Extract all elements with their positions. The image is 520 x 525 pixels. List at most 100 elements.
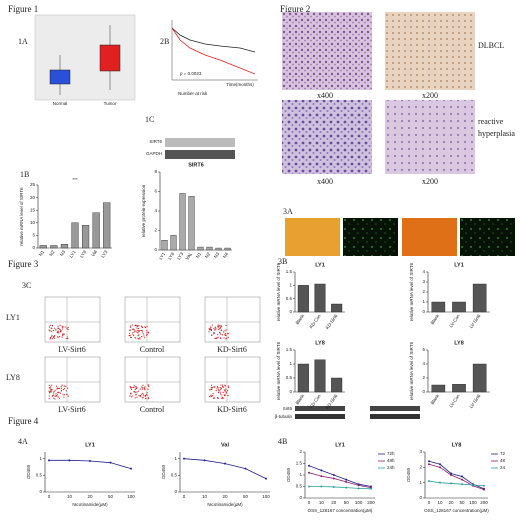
y-tick-label: 4 <box>422 269 425 274</box>
marker <box>483 484 485 487</box>
chart-title: LY1 <box>85 442 95 448</box>
event <box>53 391 55 393</box>
x-axis-label: OSS_128167 concentration(μM) <box>424 508 489 513</box>
micrograph <box>385 12 475 90</box>
y-tick-label: 1 <box>39 456 42 461</box>
event <box>130 326 132 328</box>
y-tick-label: 1.5 <box>296 461 303 466</box>
event <box>141 331 143 333</box>
blot <box>295 414 345 419</box>
event <box>51 338 54 340</box>
event <box>217 397 219 399</box>
event <box>225 391 227 393</box>
event <box>138 395 140 397</box>
marker <box>439 481 441 484</box>
event <box>211 324 213 326</box>
flow-plot <box>204 296 261 343</box>
event <box>223 389 225 391</box>
marker <box>450 482 452 485</box>
event <box>147 398 150 400</box>
legend-label: 72h <box>387 451 395 456</box>
event <box>210 388 212 391</box>
x-axis-label: Nicotinamide(μM) <box>72 502 108 507</box>
event <box>56 395 58 397</box>
event <box>219 391 221 393</box>
event <box>221 397 224 399</box>
event <box>53 335 56 337</box>
bar <box>331 303 343 313</box>
y-tick-label: 1 <box>422 299 425 304</box>
y-tick-label: 3 <box>422 279 425 284</box>
event <box>134 337 136 339</box>
x-tick-label: 20 <box>222 494 228 499</box>
y-tick-label: 2 <box>154 228 157 233</box>
event <box>225 338 227 340</box>
box <box>99 44 121 72</box>
panel-label: 1B <box>20 170 29 179</box>
event <box>215 338 217 340</box>
event <box>134 391 137 393</box>
line <box>428 463 485 490</box>
magnification: x400 <box>317 91 333 100</box>
event <box>222 391 224 394</box>
marker <box>483 488 485 491</box>
event <box>217 324 219 326</box>
line <box>308 465 372 487</box>
y-tick-label: 1.5 <box>286 269 293 274</box>
condition-label: LV-Sirt6 <box>58 345 85 354</box>
y-axis-label: relative mRNA level of SIRT6 <box>276 341 281 400</box>
event <box>223 394 226 396</box>
micrograph <box>282 12 372 90</box>
event <box>53 327 55 329</box>
event <box>54 395 56 398</box>
event <box>217 336 219 338</box>
event <box>55 393 57 395</box>
micrograph <box>282 100 372 174</box>
event <box>225 334 227 337</box>
event <box>208 389 211 391</box>
event <box>64 394 66 396</box>
event <box>52 336 55 338</box>
marker <box>472 483 474 486</box>
event <box>212 333 215 335</box>
bar <box>452 301 466 313</box>
event <box>136 391 138 393</box>
event <box>138 325 140 327</box>
marker <box>68 459 71 462</box>
event <box>135 393 137 395</box>
event <box>135 324 137 326</box>
chart-title: SIRT6 <box>188 162 204 168</box>
x-tick-label: LV-Con <box>448 393 461 408</box>
event <box>215 390 217 392</box>
event <box>146 325 148 328</box>
event <box>141 393 143 395</box>
event <box>146 391 148 394</box>
event <box>223 337 225 339</box>
event <box>142 333 144 335</box>
y-tick-label: 0.5 <box>286 296 293 301</box>
event <box>65 385 67 387</box>
event <box>143 387 145 389</box>
event <box>130 388 133 391</box>
bar <box>472 283 487 313</box>
event <box>57 392 59 394</box>
panel-label: 1C <box>145 115 154 124</box>
x-tick-label: 200 <box>367 500 375 505</box>
flow-plot <box>204 356 261 403</box>
event <box>219 389 222 391</box>
bar <box>314 283 326 313</box>
y-tick-label: 0 <box>39 489 42 494</box>
event <box>56 385 58 387</box>
event <box>208 331 210 333</box>
event <box>218 328 220 330</box>
x-tick-label: LY3 <box>100 249 109 259</box>
event <box>142 386 144 389</box>
event <box>62 394 64 396</box>
figure-2: Figure 2 1A DLBCL x400 x200 reactive hyp… <box>275 4 516 419</box>
bar <box>297 285 309 313</box>
event <box>212 393 214 395</box>
y-tick-label: 2 <box>419 465 422 470</box>
event <box>213 397 216 399</box>
y-tick-label: 8 <box>154 169 157 174</box>
figure-3: Figure 3 3C LY1 LY8 LV-Sirt6 Control KD-Si… <box>6 259 261 414</box>
